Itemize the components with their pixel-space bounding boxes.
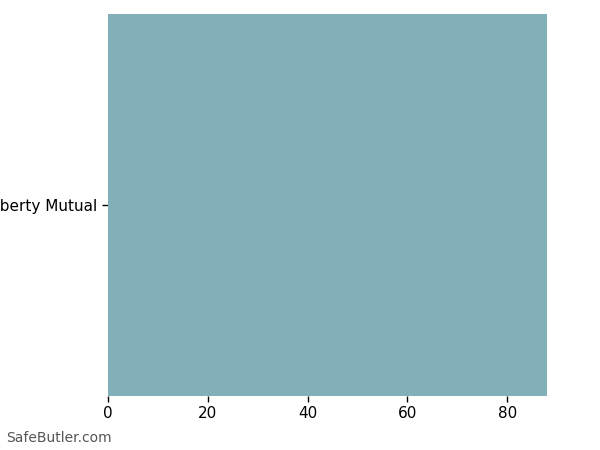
Text: SafeButler.com: SafeButler.com [6, 432, 112, 446]
